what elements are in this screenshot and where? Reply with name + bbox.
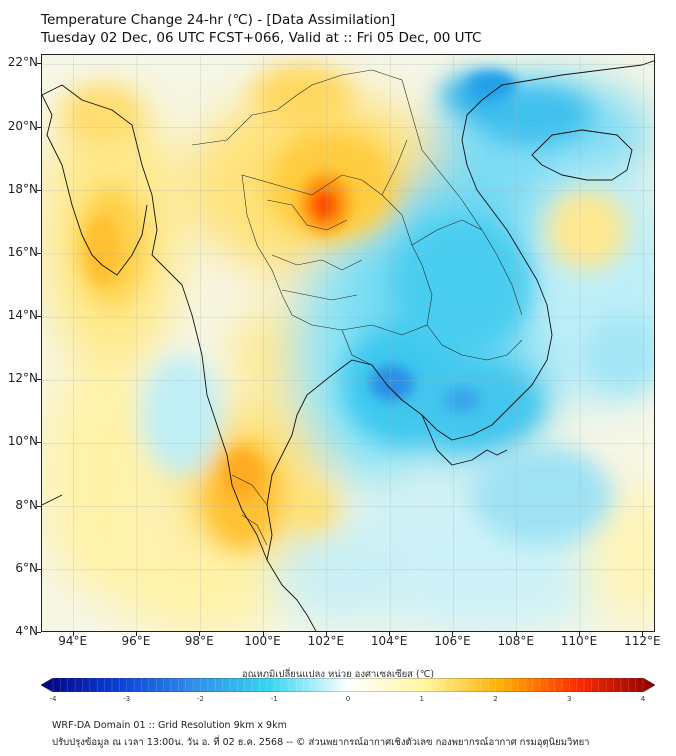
- coastlines: [42, 60, 654, 631]
- temperature-field-cores: [84, 70, 517, 500]
- longitude-label: 104°E: [370, 634, 408, 648]
- longitude-label: 106°E: [434, 634, 471, 648]
- latitude-label: 8°N: [15, 497, 38, 512]
- latitude-label: 10°N: [7, 434, 38, 449]
- latitude-label: 14°N: [7, 308, 38, 323]
- colorbar-tick-label: -1: [270, 695, 278, 703]
- longitude-tick: [262, 632, 264, 636]
- colorbar-tick-label: -2: [197, 695, 204, 703]
- longitude-tick: [579, 632, 581, 636]
- longitude-label: 96°E: [121, 634, 151, 648]
- colorbar-tick-label: 0: [345, 695, 351, 703]
- coastline-west: [42, 84, 317, 631]
- coastline-hainan: [531, 129, 633, 181]
- colorbar-tick-label: 3: [567, 695, 572, 703]
- colorbar-tick-label: -3: [123, 695, 131, 703]
- coastline-mekong-delta: [421, 414, 508, 466]
- longitude-tick: [642, 632, 644, 636]
- longitude-tick: [72, 632, 74, 636]
- chart-title: Temperature Change 24-hr (℃) - [Data Ass…: [41, 12, 396, 28]
- graticule: [42, 55, 654, 631]
- longitude-tick: [452, 632, 454, 636]
- colorbar-ramp: [41, 678, 655, 692]
- map-canvas: [42, 55, 654, 631]
- latitude-tick: [37, 442, 41, 444]
- latitude-label: 6°N: [15, 560, 38, 575]
- footer-line-2: ปรับปรุงข้อมูล ณ เวลา 13:00น. วัน อ. ที่…: [52, 737, 590, 748]
- latitude-tick: [37, 316, 41, 318]
- coastline-myanmar: [42, 94, 148, 276]
- colorbar-tick-label: -4: [49, 695, 57, 703]
- latitude-tick: [37, 189, 41, 191]
- footer-line-1: WRF-DA Domain 01 :: Grid Resolution 9km …: [52, 720, 287, 731]
- border-laos: [381, 139, 483, 246]
- latitude-tick: [37, 252, 41, 254]
- longitude-label: 100°E: [244, 634, 281, 648]
- longitude-tick: [389, 632, 391, 636]
- colorbar-title: อุณหภูมิเปลี่ยนแปลง หน่วย องศาเซลเซียส (…: [241, 669, 435, 680]
- latitude-tick: [37, 63, 41, 65]
- borders: [191, 69, 523, 546]
- latitude-tick: [37, 505, 41, 507]
- chart-subtitle: Tuesday 02 Dec, 06 UTC FCST+066, Valid a…: [41, 30, 482, 46]
- latitude-tick: [37, 568, 41, 570]
- latitude-label: 20°N: [7, 118, 38, 133]
- coastline-east: [266, 60, 654, 561]
- longitude-label: 102°E: [307, 634, 345, 648]
- latitude-tick: [37, 632, 41, 633]
- latitude-tick: [37, 379, 41, 381]
- latitude-label: 12°N: [7, 371, 38, 386]
- longitude-tick: [325, 632, 327, 636]
- temperature-change-map: [41, 54, 655, 632]
- latitude-label: 4°N: [15, 624, 38, 638]
- longitude-tick: [135, 632, 137, 636]
- colorbar-tick-label: 2: [493, 695, 498, 703]
- border-cambodia: [341, 324, 523, 366]
- longitude-tick: [199, 632, 201, 636]
- latitude-tick: [37, 126, 41, 128]
- longitude-tick: [515, 632, 517, 636]
- border-malaysia: [231, 474, 268, 546]
- latitude-label: 18°N: [7, 181, 38, 196]
- latitude-label: 22°N: [7, 55, 38, 70]
- colorbar-tick-label: 4: [640, 695, 646, 703]
- longitude-label: 110°E: [560, 634, 598, 648]
- colorbar-tick-label: 1: [419, 695, 424, 703]
- colorbar: [41, 678, 655, 692]
- longitude-label: 108°E: [497, 634, 534, 648]
- latitude-label: 16°N: [7, 244, 38, 259]
- coastline-islands: [42, 494, 63, 506]
- longitude-label: 112°E: [624, 634, 661, 648]
- provincial-borders: [266, 199, 363, 301]
- border-north: [191, 69, 523, 316]
- longitude-label: 98°E: [184, 634, 214, 648]
- longitude-label: 94°E: [58, 634, 88, 648]
